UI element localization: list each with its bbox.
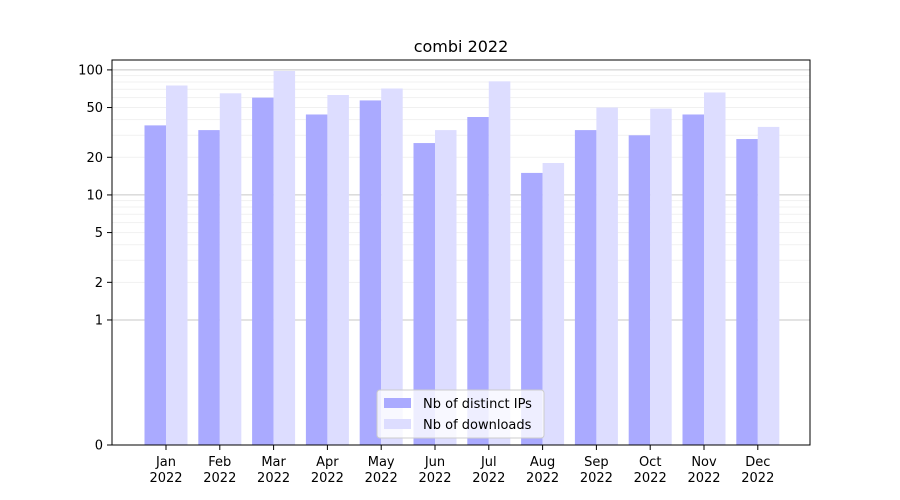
x-tick-label-month: May <box>368 455 395 470</box>
bar-downloads <box>650 108 672 445</box>
x-tick-label-year: 2022 <box>687 471 720 486</box>
x-tick-label-month: Apr <box>316 455 339 470</box>
x-tick-label-month: Jun <box>424 455 445 470</box>
bar-downloads <box>757 126 780 446</box>
y-tick-label: 100 <box>78 63 103 78</box>
x-tick-label-year: 2022 <box>418 471 451 486</box>
x-tick-label-month: Sep <box>584 455 609 470</box>
x-tick-label-year: 2022 <box>526 471 559 486</box>
legend-swatch <box>384 419 411 429</box>
x-tick-label-month: Feb <box>208 455 231 470</box>
plot-area-frame <box>111 59 811 446</box>
x-tick-label-month: Dec <box>745 455 770 470</box>
x-tick-label-year: 2022 <box>203 471 236 486</box>
bar-distinct-ips <box>413 143 435 445</box>
x-tick-label-month: Jan <box>155 455 176 470</box>
y-tick-label: 50 <box>86 101 103 116</box>
bar-distinct-ips <box>359 100 382 445</box>
y-tick-label: 0 <box>95 439 103 454</box>
y-tick-label: 1 <box>95 313 103 328</box>
y-tick-label: 10 <box>86 188 103 203</box>
x-tick-label-year: 2022 <box>634 471 667 486</box>
bar-distinct-ips <box>682 114 704 445</box>
bar-distinct-ips <box>574 130 597 445</box>
bar-downloads <box>488 81 511 445</box>
y-axis: 0 1 2 5 10 20 50 100 <box>78 63 112 454</box>
x-tick-label-month: Mar <box>261 455 286 470</box>
legend-label: Nb of distinct IPs <box>423 397 532 412</box>
x-tick-label-year: 2022 <box>741 471 774 486</box>
legend: Nb of distinct IPs Nb of downloads <box>376 389 545 439</box>
x-tick-label-month: Jul <box>480 455 497 470</box>
bar-downloads <box>273 70 296 446</box>
bars <box>144 70 780 446</box>
bar-downloads <box>381 88 403 446</box>
x-tick-label-year: 2022 <box>472 471 505 486</box>
x-tick-label-month: Nov <box>691 455 717 470</box>
bar-downloads <box>596 107 618 446</box>
x-tick-label-year: 2022 <box>365 471 398 486</box>
x-tick-label-year: 2022 <box>580 471 613 486</box>
x-tick-label-year: 2022 <box>311 471 344 486</box>
y-tick-label: 2 <box>95 276 103 291</box>
x-axis: Jan2022Feb2022Mar2022Apr2022May2022Jun20… <box>149 445 774 486</box>
bar-distinct-ips <box>198 130 220 445</box>
bar-downloads <box>704 92 726 446</box>
x-tick-label-year: 2022 <box>149 471 182 486</box>
legend-label: Nb of downloads <box>423 418 532 433</box>
bar-downloads <box>435 130 457 445</box>
bar-downloads <box>542 163 565 445</box>
bar-distinct-ips <box>628 135 651 445</box>
bar-downloads <box>219 93 242 446</box>
bar-distinct-ips <box>467 117 489 445</box>
x-tick-label-month: Aug <box>530 455 555 470</box>
bar-downloads <box>327 94 349 446</box>
x-tick-label-year: 2022 <box>257 471 290 486</box>
bar-distinct-ips <box>736 139 758 445</box>
bar-downloads <box>166 85 188 445</box>
bar-distinct-ips <box>305 114 328 445</box>
y-tick-label: 5 <box>95 226 103 241</box>
legend-swatch <box>384 398 411 408</box>
bar-distinct-ips <box>144 125 166 445</box>
y-tick-label: 20 <box>86 151 103 166</box>
x-tick-label-month: Oct <box>639 455 661 470</box>
bar-distinct-ips <box>521 172 543 445</box>
bar-distinct-ips <box>252 97 274 445</box>
chart-title: combi 2022 <box>414 37 509 56</box>
legend-box <box>376 389 545 439</box>
